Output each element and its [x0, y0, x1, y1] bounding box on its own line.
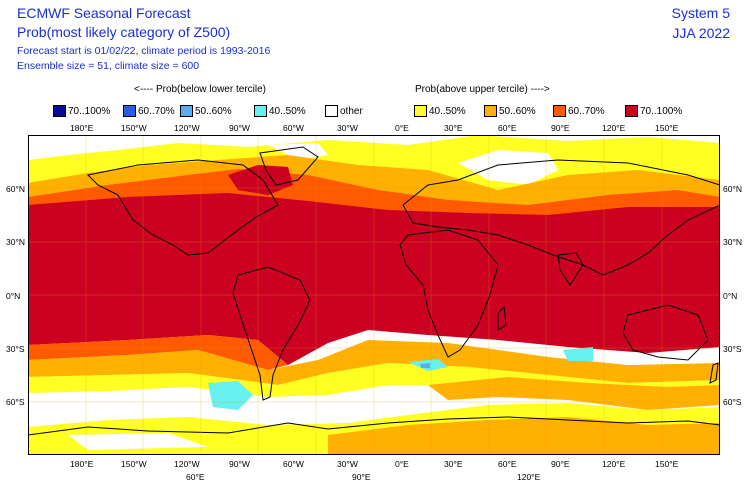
- bottom-lon-label: 30°W: [337, 459, 358, 469]
- legend-swatch: [325, 105, 338, 117]
- coast-new-zealand: [709, 362, 719, 384]
- lat-label-right: 30°S: [723, 344, 742, 354]
- bottom-lon-label: 60°W: [283, 459, 304, 469]
- bottom-lon-label: 150°E: [655, 459, 679, 469]
- legend-label: 50..60%: [499, 105, 536, 117]
- bottom-lon-label: 120°E: [602, 459, 626, 469]
- coast-india: [557, 252, 584, 286]
- bottom-lon-label-secondary: 90°E: [352, 472, 371, 482]
- bottom-lon-label: 120°W: [174, 459, 200, 469]
- legend-swatch: [123, 105, 136, 117]
- lat-label-left: 60°N: [6, 184, 25, 194]
- top-lon-label: 150°E: [655, 123, 679, 133]
- coast-greenland: [259, 146, 319, 186]
- atlantic-blue-spot: [420, 363, 430, 368]
- top-lon-label: 60°W: [283, 123, 304, 133]
- legend-item: 50..60%: [484, 104, 536, 118]
- bottom-lon-label-secondary: 120°E: [517, 472, 541, 482]
- legend-item: 40..50%: [414, 104, 466, 118]
- greenland-red: [228, 165, 293, 195]
- lat-label-right: 60°S: [723, 397, 742, 407]
- lat-label-left: 0°N: [6, 291, 21, 301]
- lat-label-left: 30°N: [6, 237, 25, 247]
- top-lon-label: 60°E: [498, 123, 517, 133]
- legend-item: 60..70%: [553, 104, 605, 118]
- top-lon-label: 0°E: [395, 123, 409, 133]
- top-lon-label: 30°E: [444, 123, 463, 133]
- map-title: ECMWF Seasonal Forecast: [17, 5, 191, 21]
- legend-swatch: [484, 105, 497, 117]
- probability-map: [28, 135, 720, 455]
- lat-label-right: 0°N: [723, 291, 738, 301]
- bottom-lon-label: 180°E: [70, 459, 94, 469]
- north-white-patch-2: [268, 143, 328, 160]
- top-lon-label: 120°E: [602, 123, 626, 133]
- legend-item: 40..50%: [254, 104, 306, 118]
- legend-item: 60..70%: [123, 104, 175, 118]
- map-frame: [28, 135, 720, 455]
- top-lon-label: 90°E: [551, 123, 570, 133]
- legend-label: 60..70%: [138, 105, 175, 117]
- top-lon-label: 180°E: [70, 123, 94, 133]
- color-legend: 70..100% 60..70% 50..60% 40..50% other 40..50…: [0, 104, 750, 118]
- forecast-start-info: Forecast start is 01/02/22, climate peri…: [17, 45, 271, 57]
- legend-swatch: [625, 105, 638, 117]
- legend-label: 40..50%: [429, 105, 466, 117]
- legend-label: 50..60%: [195, 105, 232, 117]
- legend-label: 40..50%: [269, 105, 306, 117]
- indian-cyan: [563, 347, 593, 361]
- coast-antarctica: [28, 416, 720, 436]
- legend-above-caption: Prob(above upper tercile) ---->: [415, 84, 550, 95]
- bottom-lon-label: 60°E: [498, 459, 517, 469]
- graticule: [28, 135, 720, 455]
- legend-label: 60..70%: [568, 105, 605, 117]
- legend-item: 50..60%: [180, 104, 232, 118]
- bottom-lon-label: 150°W: [121, 459, 147, 469]
- coastlines: [28, 146, 720, 436]
- antarctic-orange: [328, 417, 720, 455]
- bottom-lon-label-secondary: 60°E: [186, 472, 205, 482]
- south-ocean-cyan: [208, 381, 253, 410]
- legend-swatch: [53, 105, 66, 117]
- system-label: System 5: [671, 5, 730, 21]
- map-subtitle: Prob(most likely category of Z500): [17, 24, 231, 40]
- coast-europe-asia: [402, 159, 720, 276]
- legend-swatch: [553, 105, 566, 117]
- legend-below-caption: <---- Prob(below lower tercile): [134, 84, 266, 95]
- lat-label-right: 60°N: [723, 184, 742, 194]
- antarctic-white-patch: [68, 433, 208, 450]
- season-label: JJA 2022: [672, 25, 730, 41]
- legend-item: 70..100%: [625, 104, 682, 118]
- legend-label: 70..100%: [68, 105, 111, 117]
- top-lon-label: 150°W: [121, 123, 147, 133]
- lat-label-right: 30°N: [723, 237, 742, 247]
- coast-madagascar: [497, 305, 507, 331]
- legend-item: other: [325, 104, 363, 118]
- top-lon-label: 30°W: [337, 123, 358, 133]
- north-white-patch: [458, 150, 558, 185]
- lat-label-left: 30°S: [6, 344, 25, 354]
- bottom-lon-label: 90°E: [551, 459, 570, 469]
- legend-swatch: [180, 105, 193, 117]
- tropical-red-orange-south: [28, 335, 288, 370]
- legend-item: 70..100%: [53, 104, 110, 118]
- bottom-lon-label: 90°W: [229, 459, 250, 469]
- ensemble-size-info: Ensemble size = 51, climate size = 600: [17, 60, 200, 72]
- coast-australia: [622, 304, 709, 361]
- legend-label: 70..100%: [640, 105, 683, 117]
- legend-swatch: [414, 105, 427, 117]
- legend-swatch: [254, 105, 267, 117]
- coast-south-america: [232, 266, 311, 401]
- top-lon-label: 90°W: [229, 123, 250, 133]
- top-lon-label: 120°W: [174, 123, 200, 133]
- bottom-lon-label: 30°E: [444, 459, 463, 469]
- coast-north-america: [86, 159, 279, 256]
- legend-label: other: [340, 105, 363, 117]
- coast-africa: [399, 229, 499, 358]
- bottom-lon-label: 0°E: [395, 459, 409, 469]
- lat-label-left: 60°S: [6, 397, 25, 407]
